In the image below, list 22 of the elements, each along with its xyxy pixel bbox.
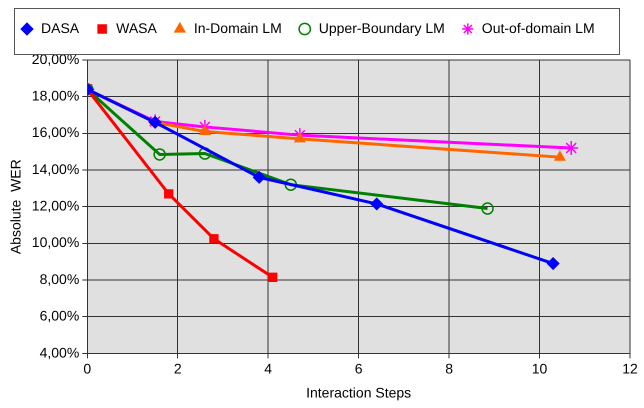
x-tick-label: 8	[445, 360, 454, 377]
y-tick-label: 12,00%	[32, 198, 80, 214]
y-tick-label: 4,00%	[40, 344, 80, 360]
x-tick-label: 4	[264, 360, 272, 377]
y-tick-label: 16,00%	[32, 124, 80, 140]
y-tick-label: 18,00%	[32, 88, 80, 104]
legend-label: DASA	[41, 20, 80, 36]
y-tick-label: 14,00%	[32, 160, 80, 177]
y-tick-label: 8,00%	[40, 270, 80, 287]
x-tick-label: 2	[174, 360, 182, 377]
y-tick-label: 10,00%	[32, 234, 80, 250]
x-axis-title: Interaction Steps	[306, 384, 412, 400]
x-tick-label: 6	[354, 360, 363, 377]
legend-label: Out-of-domain LM	[482, 20, 595, 36]
legend-label: In-Domain LM	[194, 20, 282, 36]
x-tick-label: 12	[622, 360, 638, 377]
legend-label: Upper-Boundary LM	[318, 20, 445, 36]
legend-label: WASA	[116, 20, 158, 36]
y-axis-title: Absolute WER	[7, 159, 24, 254]
y-tick-label: 6,00%	[40, 308, 80, 324]
x-tick-label: 10	[532, 360, 548, 377]
x-tick-label: 0	[83, 360, 92, 377]
